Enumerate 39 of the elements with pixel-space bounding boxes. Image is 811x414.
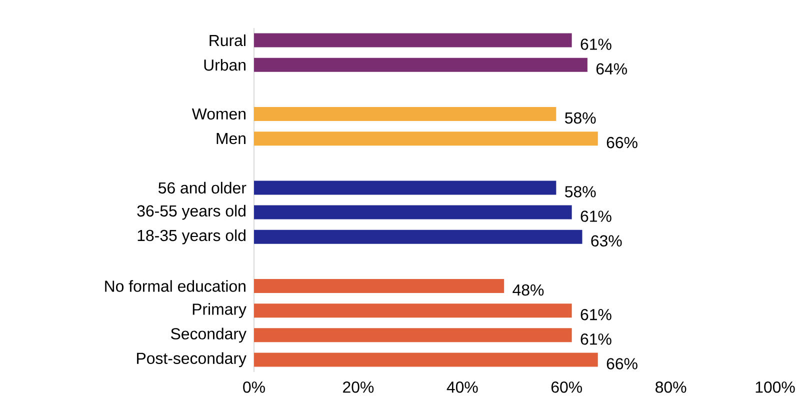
y-tick-label: No formal education bbox=[105, 280, 246, 292]
x-tick-label: 80% bbox=[656, 382, 686, 393]
y-tick-label: Women bbox=[192, 108, 246, 120]
bar bbox=[254, 33, 572, 48]
bar bbox=[254, 132, 598, 146]
bar bbox=[254, 328, 572, 342]
bar bbox=[254, 107, 556, 122]
x-tick-label: 40% bbox=[446, 382, 478, 393]
data-label: 66% bbox=[606, 358, 638, 370]
y-tick-label: Urban bbox=[204, 59, 246, 71]
data-label: 61% bbox=[580, 334, 612, 345]
bar bbox=[254, 279, 504, 294]
bar bbox=[254, 58, 588, 72]
x-tick-label: 0% bbox=[243, 382, 265, 393]
y-tick-label: 36-55 years old bbox=[137, 204, 246, 220]
y-tick-label: Secondary bbox=[171, 328, 246, 343]
data-label: 61% bbox=[580, 210, 612, 222]
data-label: 63% bbox=[591, 235, 622, 247]
data-label: 48% bbox=[512, 284, 544, 296]
y-tick-label: Men bbox=[216, 133, 246, 144]
data-label: 66% bbox=[606, 136, 638, 148]
bar bbox=[254, 180, 556, 195]
data-label: 61% bbox=[580, 308, 612, 320]
bar bbox=[254, 304, 572, 318]
data-label: 58% bbox=[565, 112, 596, 124]
data-label: 64% bbox=[596, 63, 627, 74]
bar bbox=[254, 352, 598, 367]
bar bbox=[254, 230, 582, 244]
x-tick-label: 100% bbox=[756, 382, 795, 393]
bar bbox=[254, 205, 572, 220]
data-label: 58% bbox=[565, 186, 596, 198]
x-tick-label: 60% bbox=[551, 382, 582, 393]
y-tick-label: Primary bbox=[192, 303, 246, 318]
y-tick-label: Rural bbox=[210, 34, 246, 46]
y-tick-label: 56 and older bbox=[158, 182, 246, 194]
x-tick-label: 20% bbox=[343, 382, 374, 393]
data-label: 61% bbox=[580, 38, 612, 50]
y-tick-label: Post-secondary bbox=[137, 352, 246, 368]
y-tick-label: 18-35 years old bbox=[138, 229, 246, 244]
